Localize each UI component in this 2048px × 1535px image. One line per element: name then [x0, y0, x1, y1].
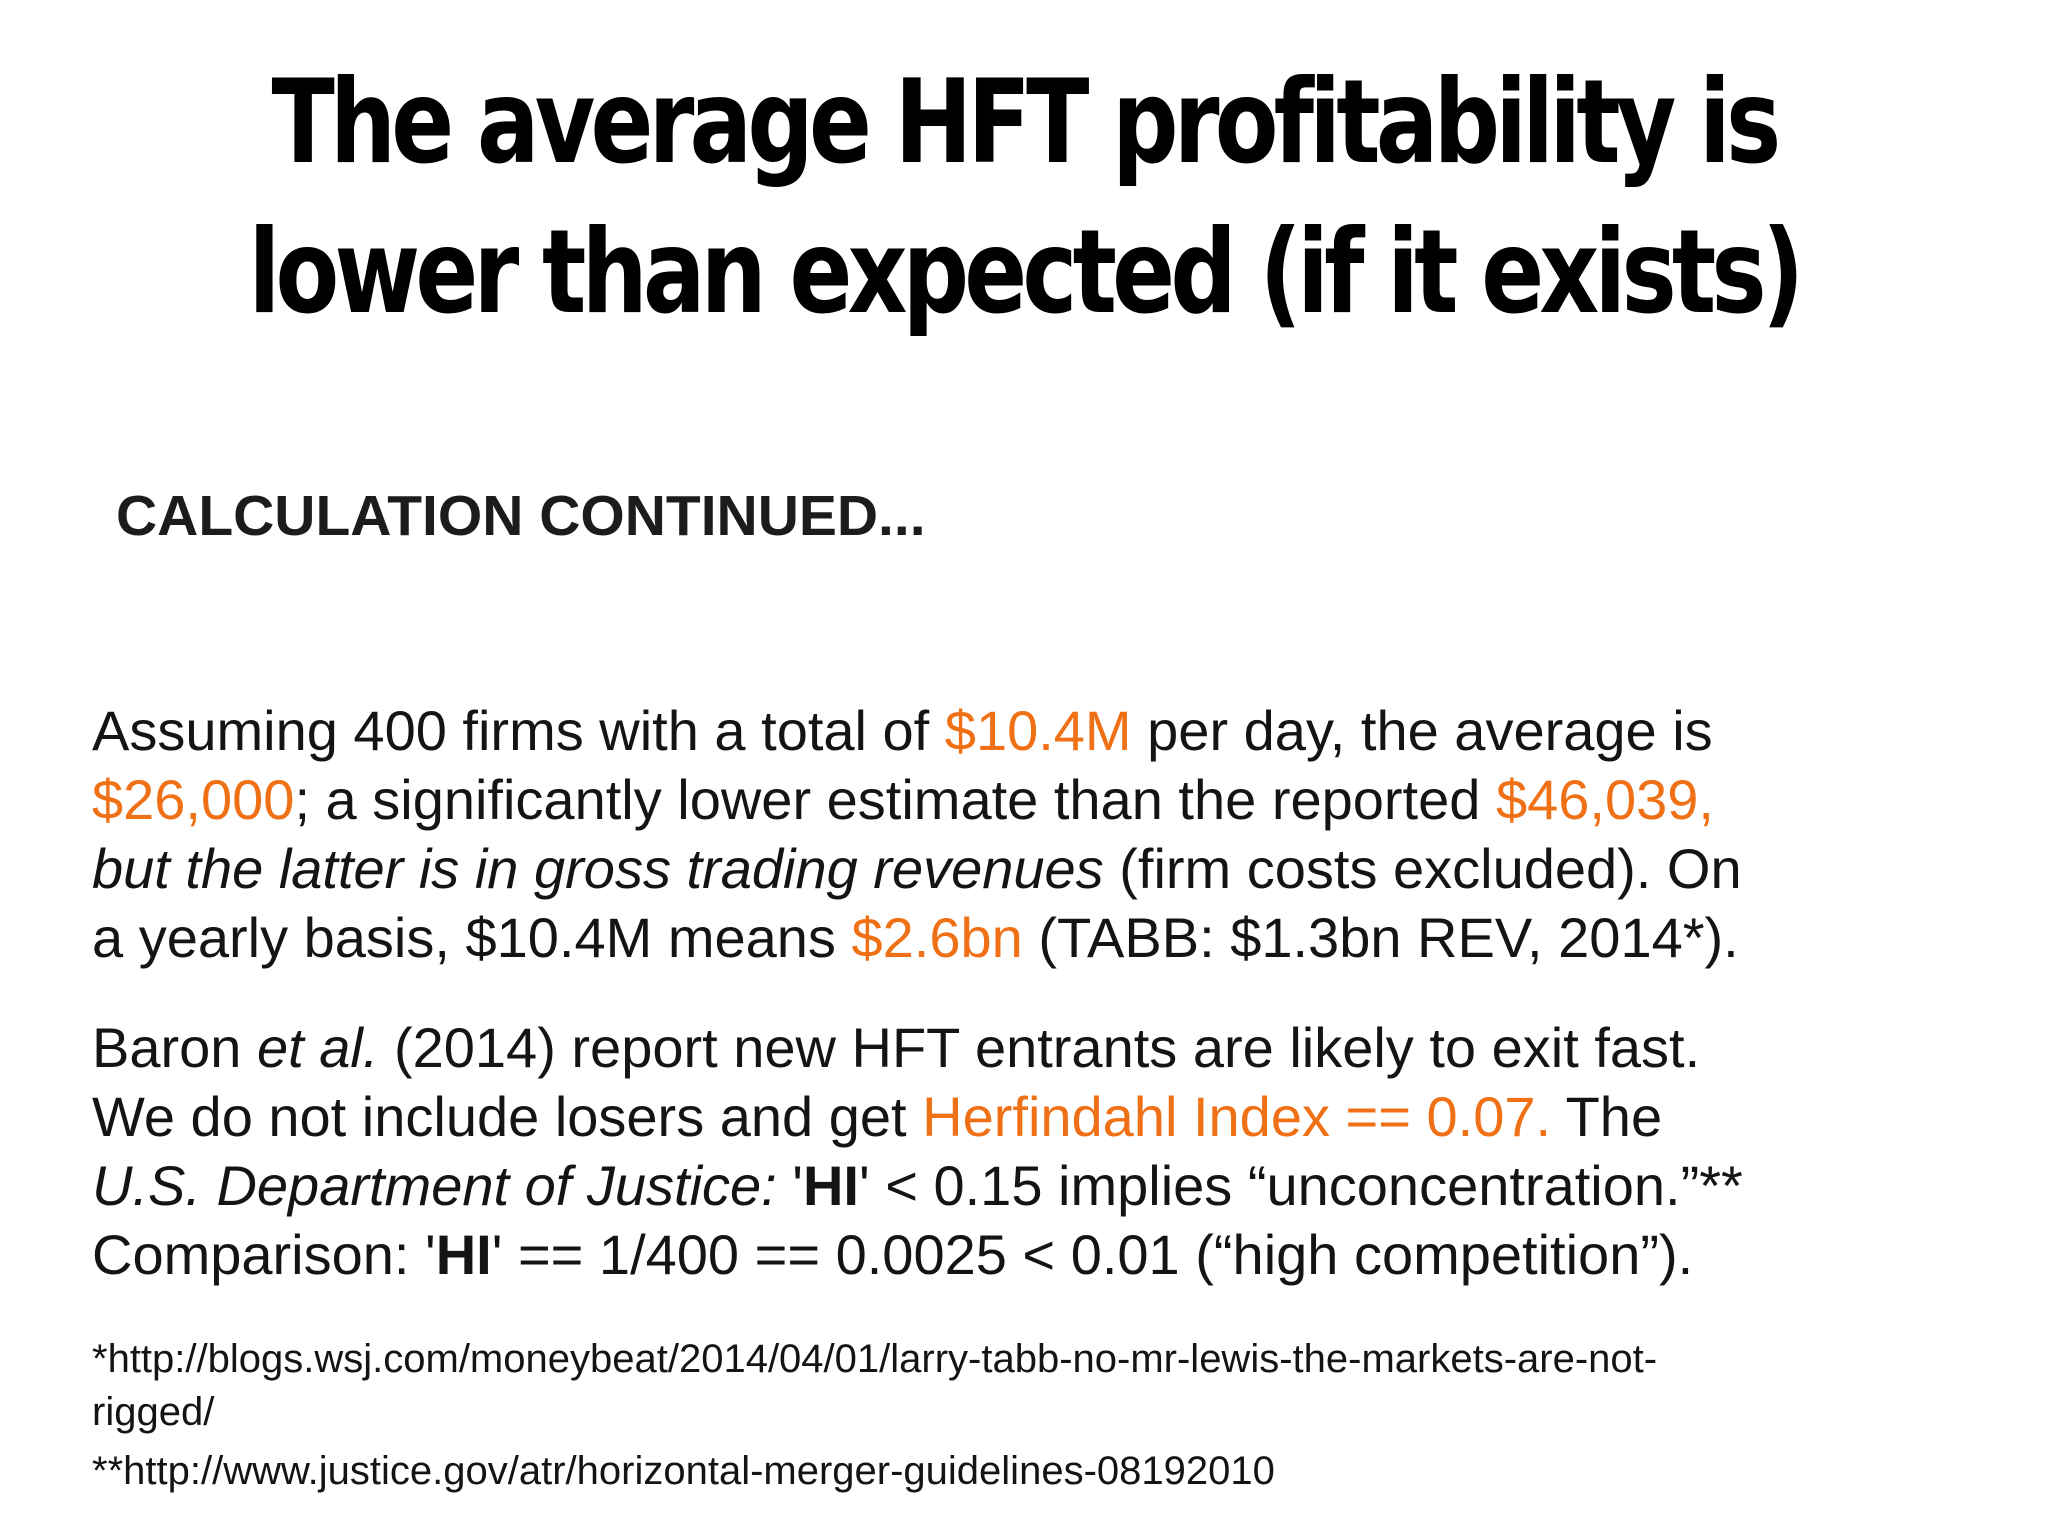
text-segment: Baron [92, 1016, 257, 1079]
text-segment: Comparison: ' [92, 1223, 436, 1286]
paragraph2-line-1: Baron et al. (2014) report new HFT entra… [92, 1013, 1743, 1082]
italic-segment: U.S. Department of Justice: [92, 1154, 777, 1217]
text-segment: Assuming 400 firms with a total of [92, 699, 945, 762]
paragraph1-line-2: $26,000; a significantly lower estimate … [92, 765, 1742, 834]
text-segment: ' [776, 1154, 803, 1217]
reference-1-line-2: rigged/ [92, 1390, 215, 1434]
text-segment: a yearly basis, $10.4M means [92, 906, 852, 969]
highlight-yearly: $2.6bn [851, 906, 1023, 969]
paragraph1-line-3: but the latter is in gross trading reven… [92, 834, 1742, 903]
title-line-2: lower than expected (if it exists) [248, 205, 1805, 340]
paragraph-average-estimate: Assuming 400 firms with a total of $10.4… [92, 696, 1742, 972]
paragraph1-line-4: a yearly basis, $10.4M means $2.6bn (TAB… [92, 903, 1742, 972]
highlight-reported: $46,039, [1495, 768, 1714, 831]
reference-1-line-1: *http://blogs.wsj.com/moneybeat/2014/04/… [92, 1337, 1658, 1381]
text-segment: (TABB: $1.3bn REV, 2014*). [1022, 906, 1739, 969]
reference-2: **http://www.justice.gov/atr/horizontal-… [92, 1449, 1275, 1493]
text-segment: The [1551, 1085, 1663, 1148]
bold-segment: HI [435, 1223, 492, 1286]
paragraph2-line-4: Comparison: 'HI' == 1/400 == 0.0025 < 0.… [92, 1220, 1743, 1289]
text-segment: We do not include losers and get [92, 1085, 923, 1148]
paragraph-herfindahl: Baron et al. (2014) report new HFT entra… [92, 1013, 1743, 1289]
text-segment: (2014) report new HFT entrants are likel… [378, 1016, 1701, 1079]
references: *http://blogs.wsj.com/moneybeat/2014/04/… [92, 1333, 1657, 1498]
paragraph1-line-1: Assuming 400 firms with a total of $10.4… [92, 696, 1742, 765]
section-heading: CALCULATION CONTINUED... [116, 484, 926, 548]
slide-title: The average HFT profitability is lower t… [205, 48, 1843, 348]
text-segment: (firm costs excluded). On [1103, 837, 1742, 900]
highlight-herfindahl: Herfindahl Index == 0.07. [922, 1085, 1552, 1148]
text-segment: ' == 1/400 == 0.0025 < 0.01 (“high compe… [491, 1223, 1694, 1286]
bold-segment: HI [802, 1154, 859, 1217]
highlight-total-daily: $10.4M [944, 699, 1132, 762]
text-segment: ' < 0.15 implies “unconcentration.”** [858, 1154, 1743, 1217]
paragraph2-line-3: U.S. Department of Justice: 'HI' < 0.15 … [92, 1151, 1743, 1220]
paragraph2-line-2: We do not include losers and get Herfind… [92, 1082, 1743, 1151]
highlight-average: $26,000 [92, 768, 295, 831]
text-segment: ; a significantly lower estimate than th… [294, 768, 1496, 831]
title-line-1: The average HFT profitability is [271, 55, 1782, 190]
text-segment: per day, the average is [1131, 699, 1713, 762]
italic-segment: et al. [257, 1016, 379, 1079]
italic-segment: but the latter is in gross trading reven… [92, 837, 1104, 900]
